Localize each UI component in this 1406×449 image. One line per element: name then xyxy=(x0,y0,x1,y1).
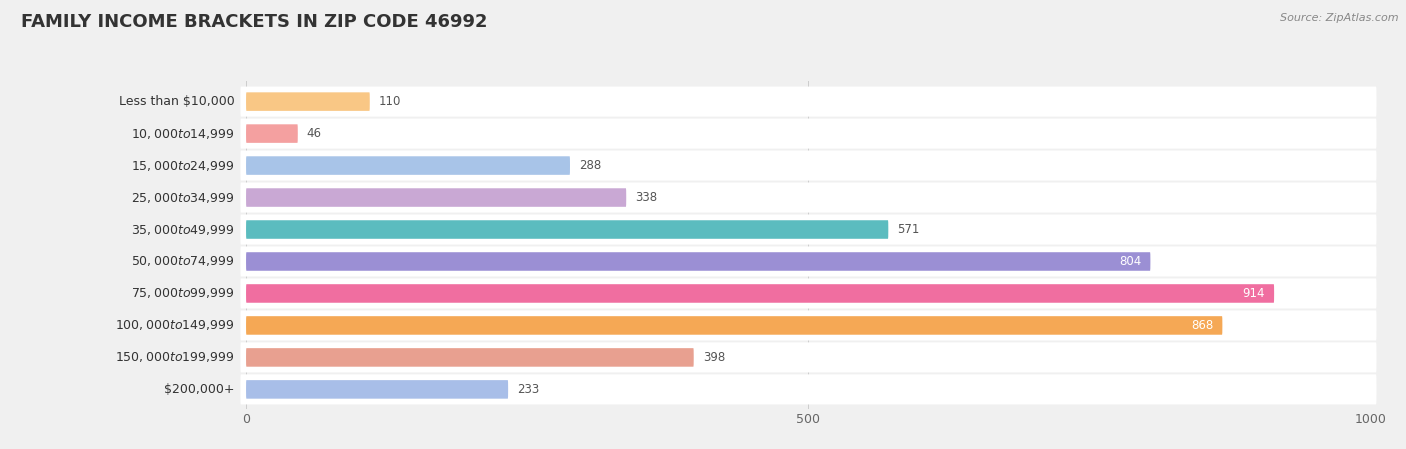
FancyBboxPatch shape xyxy=(246,316,1222,335)
Text: 868: 868 xyxy=(1191,319,1213,332)
Text: Source: ZipAtlas.com: Source: ZipAtlas.com xyxy=(1281,13,1399,23)
Text: 338: 338 xyxy=(636,191,658,204)
FancyBboxPatch shape xyxy=(240,119,1376,149)
Text: $150,000 to $199,999: $150,000 to $199,999 xyxy=(115,350,235,365)
FancyBboxPatch shape xyxy=(246,380,508,399)
Text: FAMILY INCOME BRACKETS IN ZIP CODE 46992: FAMILY INCOME BRACKETS IN ZIP CODE 46992 xyxy=(21,13,488,31)
FancyBboxPatch shape xyxy=(246,188,626,207)
FancyBboxPatch shape xyxy=(240,150,1376,180)
Text: $75,000 to $99,999: $75,000 to $99,999 xyxy=(131,286,235,300)
Text: $100,000 to $149,999: $100,000 to $149,999 xyxy=(115,318,235,332)
Text: 571: 571 xyxy=(897,223,920,236)
Text: 914: 914 xyxy=(1243,287,1265,300)
Text: 804: 804 xyxy=(1119,255,1142,268)
FancyBboxPatch shape xyxy=(240,87,1376,117)
Text: $35,000 to $49,999: $35,000 to $49,999 xyxy=(131,223,235,237)
FancyBboxPatch shape xyxy=(240,374,1376,405)
FancyBboxPatch shape xyxy=(240,310,1376,340)
FancyBboxPatch shape xyxy=(240,343,1376,373)
FancyBboxPatch shape xyxy=(240,182,1376,212)
FancyBboxPatch shape xyxy=(246,252,1150,271)
FancyBboxPatch shape xyxy=(240,247,1376,277)
FancyBboxPatch shape xyxy=(246,284,1274,303)
Text: 233: 233 xyxy=(517,383,540,396)
FancyBboxPatch shape xyxy=(246,124,298,143)
Text: $25,000 to $34,999: $25,000 to $34,999 xyxy=(131,190,235,205)
Text: $50,000 to $74,999: $50,000 to $74,999 xyxy=(131,255,235,269)
Text: 110: 110 xyxy=(378,95,401,108)
Text: $200,000+: $200,000+ xyxy=(165,383,235,396)
Text: $10,000 to $14,999: $10,000 to $14,999 xyxy=(131,127,235,141)
Text: 46: 46 xyxy=(307,127,322,140)
FancyBboxPatch shape xyxy=(246,156,569,175)
FancyBboxPatch shape xyxy=(246,348,693,367)
Text: $15,000 to $24,999: $15,000 to $24,999 xyxy=(131,158,235,172)
Text: 398: 398 xyxy=(703,351,725,364)
Text: Less than $10,000: Less than $10,000 xyxy=(120,95,235,108)
FancyBboxPatch shape xyxy=(240,215,1376,245)
FancyBboxPatch shape xyxy=(246,92,370,111)
FancyBboxPatch shape xyxy=(240,278,1376,308)
Text: 288: 288 xyxy=(579,159,602,172)
FancyBboxPatch shape xyxy=(246,220,889,239)
